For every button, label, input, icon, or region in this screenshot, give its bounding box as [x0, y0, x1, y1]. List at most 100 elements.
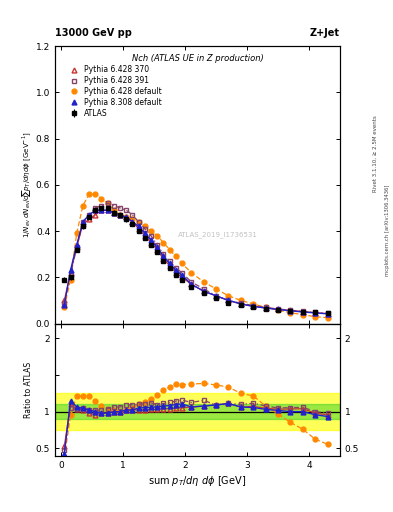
Pythia 6.428 391 — [167, 258, 172, 264]
Pythia 6.428 default — [112, 207, 116, 214]
Legend: Pythia 6.428 370, Pythia 6.428 391, Pythia 6.428 default, Pythia 8.308 default, : Pythia 6.428 370, Pythia 6.428 391, Pyth… — [63, 62, 165, 121]
Pythia 6.428 default — [124, 214, 129, 220]
Pythia 6.428 default — [93, 191, 97, 197]
Pythia 8.308 default — [118, 212, 122, 218]
Pythia 6.428 391 — [173, 265, 178, 271]
Pythia 8.308 default — [149, 237, 153, 243]
Pythia 6.428 391 — [214, 293, 219, 299]
Pythia 6.428 default — [105, 200, 110, 206]
Pythia 8.308 default — [62, 302, 67, 308]
Pythia 8.308 default — [81, 219, 85, 225]
Pythia 6.428 default — [74, 230, 79, 237]
Pythia 6.428 default — [300, 312, 305, 318]
Pythia 8.308 default — [288, 308, 293, 314]
Pythia 6.428 default — [226, 293, 231, 299]
Pythia 6.428 default — [214, 286, 219, 292]
Pythia 6.428 391 — [288, 307, 293, 313]
Pythia 8.308 default — [124, 214, 129, 220]
Pythia 6.428 370 — [239, 301, 243, 307]
Pythia 6.428 default — [313, 313, 318, 319]
Pythia 6.428 370 — [155, 246, 160, 252]
Pythia 6.428 391 — [300, 308, 305, 314]
Pythia 6.428 391 — [239, 300, 243, 306]
Pythia 8.308 default — [93, 207, 97, 214]
Pythia 6.428 391 — [136, 219, 141, 225]
Pythia 6.428 default — [68, 276, 73, 283]
Pythia 6.428 370 — [143, 232, 147, 239]
Pythia 6.428 default — [180, 261, 184, 267]
Pythia 8.308 default — [87, 212, 92, 218]
Pythia 8.308 default — [161, 253, 166, 260]
Pythia 6.428 391 — [112, 203, 116, 209]
Pythia 8.308 default — [275, 306, 280, 312]
Pythia 8.308 default — [201, 288, 206, 294]
Pythia 6.428 370 — [124, 214, 129, 220]
Pythia 8.308 default — [226, 297, 231, 304]
Pythia 6.428 391 — [263, 304, 268, 310]
Pythia 6.428 370 — [87, 217, 92, 223]
Pythia 6.428 370 — [167, 263, 172, 269]
Pythia 8.308 default — [263, 305, 268, 311]
Text: Nch (ATLAS UE in Z production): Nch (ATLAS UE in Z production) — [132, 54, 263, 63]
Pythia 6.428 391 — [189, 279, 194, 285]
Pythia 6.428 370 — [99, 207, 104, 214]
Pythia 6.428 default — [189, 270, 194, 276]
Pythia 6.428 370 — [173, 270, 178, 276]
Text: ATLAS_2019_I1736531: ATLAS_2019_I1736531 — [178, 231, 257, 238]
Pythia 6.428 370 — [226, 297, 231, 304]
Pythia 6.428 default — [81, 203, 85, 209]
Pythia 6.428 default — [118, 212, 122, 218]
Pythia 6.428 391 — [105, 200, 110, 206]
Pythia 6.428 370 — [201, 288, 206, 294]
Pythia 6.428 370 — [251, 303, 255, 309]
Y-axis label: $1/N_{ev}\ dN_{ev}/d\!\sum\! p_T/d\eta d\phi\ [\mathrm{GeV}^{-1}]$: $1/N_{ev}\ dN_{ev}/d\!\sum\! p_T/d\eta d… — [20, 132, 33, 238]
Text: Z+Jet: Z+Jet — [310, 28, 340, 38]
Pythia 8.308 default — [180, 272, 184, 278]
Pythia 8.308 default — [167, 261, 172, 267]
Pythia 6.428 391 — [93, 205, 97, 211]
Pythia 6.428 default — [288, 310, 293, 316]
Pythia 6.428 default — [325, 315, 330, 321]
Pythia 6.428 default — [201, 279, 206, 285]
Pythia 6.428 391 — [149, 232, 153, 239]
Pythia 6.428 default — [62, 304, 67, 310]
Pythia 6.428 370 — [263, 305, 268, 311]
Pythia 6.428 default — [136, 219, 141, 225]
Pythia 6.428 391 — [155, 242, 160, 248]
Line: Pythia 6.428 370: Pythia 6.428 370 — [62, 208, 330, 316]
Pythia 6.428 default — [143, 223, 147, 229]
Pythia 6.428 default — [173, 253, 178, 260]
Pythia 6.428 391 — [275, 306, 280, 312]
Pythia 6.428 default — [149, 228, 153, 234]
Pythia 6.428 default — [130, 217, 135, 223]
Pythia 6.428 default — [263, 304, 268, 310]
Pythia 6.428 default — [167, 246, 172, 252]
Pythia 6.428 370 — [93, 212, 97, 218]
Text: mcplots.cern.ch [arXiv:1306.3436]: mcplots.cern.ch [arXiv:1306.3436] — [385, 185, 389, 276]
Pythia 6.428 370 — [313, 310, 318, 316]
Pythia 6.428 370 — [149, 240, 153, 246]
Pythia 6.428 391 — [62, 300, 67, 306]
Pythia 6.428 391 — [81, 219, 85, 225]
Pythia 6.428 default — [275, 307, 280, 313]
Pythia 8.308 default — [300, 309, 305, 315]
Pythia 6.428 391 — [143, 226, 147, 232]
Pythia 6.428 370 — [275, 306, 280, 312]
Pythia 6.428 391 — [74, 244, 79, 250]
Bar — [55, 404, 340, 419]
Y-axis label: Ratio to ATLAS: Ratio to ATLAS — [24, 361, 33, 418]
Pythia 8.308 default — [74, 242, 79, 248]
Pythia 6.428 370 — [189, 281, 194, 287]
Pythia 6.428 391 — [180, 270, 184, 276]
Text: Rivet 3.1.10, ≥ 2.5M events: Rivet 3.1.10, ≥ 2.5M events — [373, 115, 378, 192]
Pythia 6.428 391 — [226, 297, 231, 304]
Pythia 6.428 370 — [214, 293, 219, 299]
Pythia 6.428 370 — [300, 308, 305, 314]
Pythia 6.428 370 — [180, 274, 184, 281]
Pythia 6.428 370 — [62, 297, 67, 304]
Pythia 6.428 370 — [118, 212, 122, 218]
Pythia 6.428 default — [99, 196, 104, 202]
Pythia 6.428 370 — [288, 307, 293, 313]
Pythia 6.428 391 — [325, 310, 330, 316]
Pythia 6.428 391 — [68, 272, 73, 278]
